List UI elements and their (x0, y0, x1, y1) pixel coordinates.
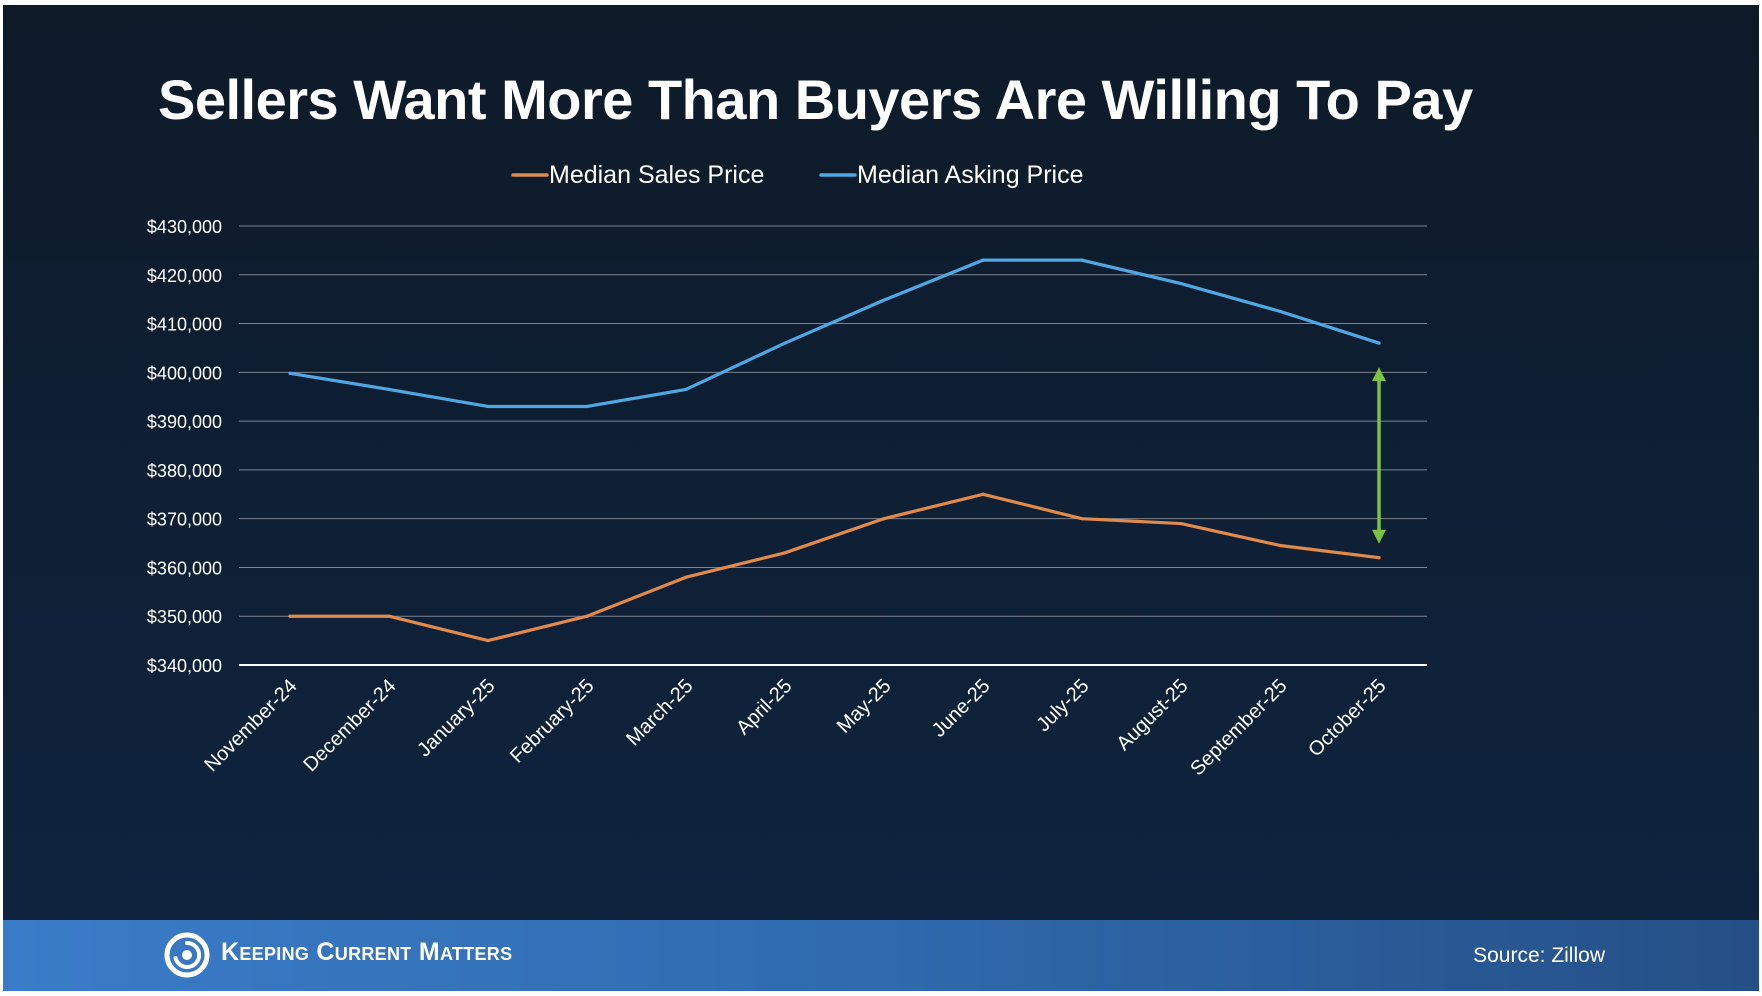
data-point (981, 492, 985, 496)
x-tick-label: August-25 (1113, 675, 1193, 755)
data-point (882, 298, 886, 302)
data-point (486, 404, 490, 409)
data-point (1377, 556, 1381, 560)
x-tick-label: January-25 (413, 675, 499, 761)
data-point (387, 387, 391, 392)
data-point (585, 404, 589, 409)
y-tick-label: $340,000 (147, 656, 222, 676)
data-point (288, 614, 292, 618)
x-tick-label: February-25 (506, 675, 599, 768)
arrow-head-up (1372, 367, 1386, 382)
data-point (981, 258, 985, 262)
series-line-sales (288, 492, 1381, 643)
legend-label: Median Asking Price (857, 161, 1084, 189)
data-point (1080, 258, 1084, 262)
gap-annotation (1372, 367, 1386, 544)
data-point (1080, 517, 1084, 521)
swirl-logo-icon (164, 932, 210, 978)
x-tick-label: October-25 (1304, 675, 1390, 761)
x-tick-label: December-24 (299, 675, 400, 776)
series-line-asking (288, 258, 1381, 409)
x-tick-label: May-25 (833, 675, 896, 738)
data-point (486, 639, 490, 643)
data-point (585, 614, 589, 618)
footer-bar: Keeping Current Matters Source: Zillow (3, 920, 1759, 991)
y-tick-label: $380,000 (147, 461, 222, 481)
x-tick-label: April-25 (732, 675, 796, 739)
y-tick-label: $370,000 (147, 510, 222, 530)
data-point (1179, 281, 1183, 286)
arrow-head-down (1372, 529, 1386, 544)
chart-title: Sellers Want More Than Buyers Are Willin… (158, 68, 1473, 131)
legend: Median Sales Price Median Asking Price (511, 161, 1084, 189)
y-tick-label: $410,000 (147, 315, 222, 335)
y-tick-label: $360,000 (147, 558, 222, 578)
x-tick-label: June-25 (928, 675, 995, 742)
y-tick-label: $430,000 (147, 217, 222, 237)
legend-label: Median Sales Price (549, 161, 764, 189)
x-tick-label: July-25 (1032, 675, 1093, 736)
data-point (1278, 543, 1282, 548)
y-tick-label: $400,000 (147, 363, 222, 383)
y-tick-label: $390,000 (147, 412, 222, 432)
y-tick-label: $420,000 (147, 266, 222, 286)
data-point (1179, 521, 1183, 526)
x-tick-label: March-25 (622, 675, 697, 750)
data-point (783, 341, 787, 345)
brand-name: Keeping Current Matters (221, 938, 513, 966)
slide: Sellers Want More Than Buyers Are Willin… (3, 5, 1759, 991)
data-point (1278, 309, 1282, 313)
data-point (684, 575, 688, 579)
y-tick-label: $350,000 (147, 607, 222, 627)
data-point (288, 371, 292, 375)
series-lines (288, 258, 1381, 643)
y-axis: $340,000 $350,000 $360,000 $370,000 $380,000… (147, 217, 222, 676)
data-point (882, 517, 886, 521)
x-tick-label: November-24 (200, 675, 301, 776)
data-point (387, 614, 391, 618)
source-note: Source: Zillow (1473, 944, 1605, 967)
data-point (1377, 341, 1381, 345)
x-tick-label: September-25 (1186, 675, 1291, 780)
line-chart: Median Sales Price Median Asking Price $3… (147, 161, 1427, 780)
grid-lines (239, 225, 1427, 666)
data-point (783, 551, 787, 555)
data-point (684, 387, 688, 392)
